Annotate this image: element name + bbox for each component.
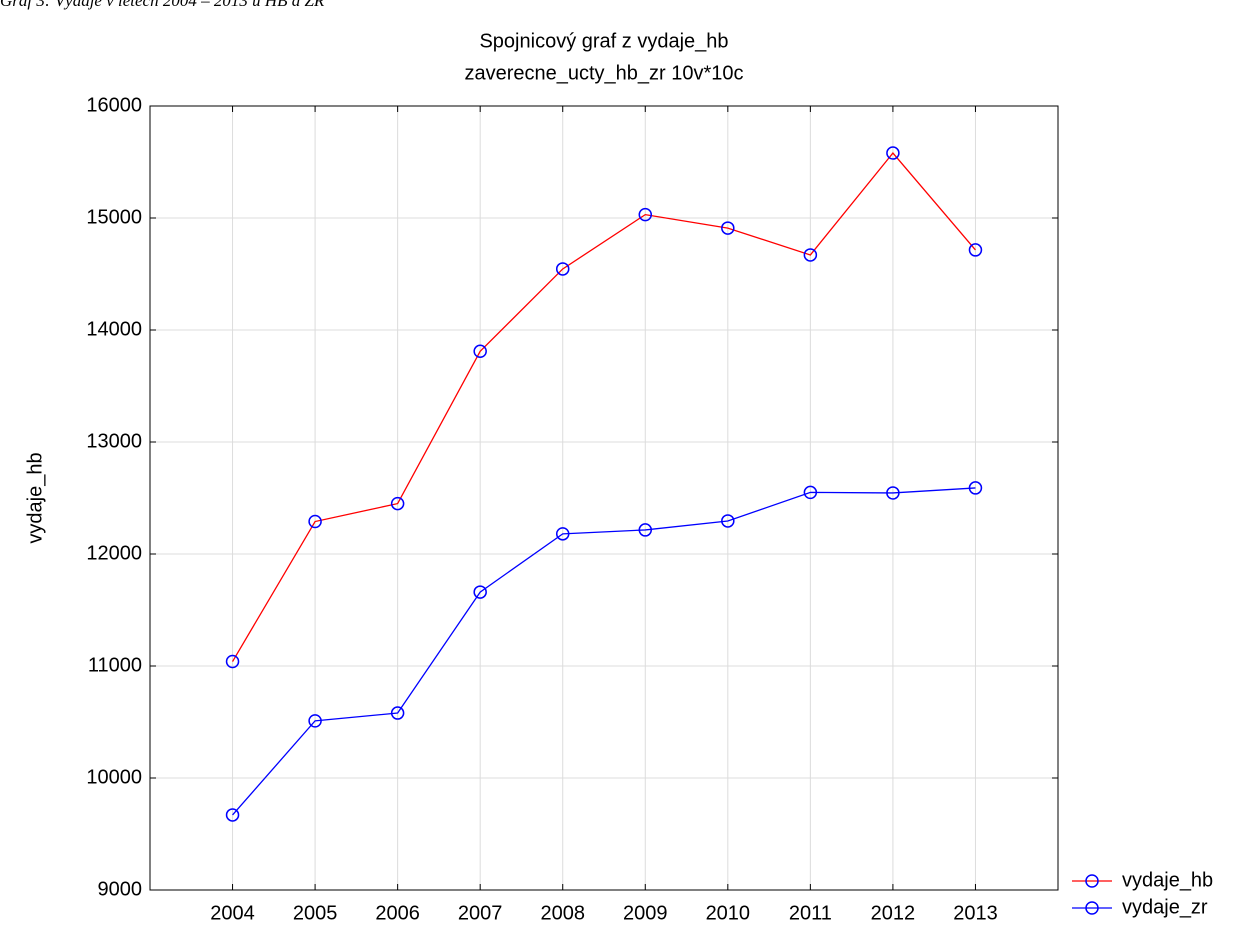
legend-marker	[1085, 901, 1099, 915]
y-tick-label: 11000	[88, 654, 142, 676]
data-point	[968, 481, 983, 495]
legend-label: vydaje_zr	[1122, 896, 1208, 918]
x-tick-label: 2007	[458, 902, 503, 924]
x-tick-label: 2005	[293, 902, 338, 924]
y-tick-label: 13000	[86, 430, 142, 452]
data-point	[886, 486, 900, 500]
chart-title: Spojnicový graf z vydaje_hb	[479, 30, 728, 52]
x-tick-label: 2008	[540, 902, 585, 924]
data-point	[555, 262, 570, 276]
data-point	[555, 527, 570, 541]
y-tick-label: 12000	[86, 542, 142, 564]
data-point	[721, 221, 735, 235]
data-point	[225, 808, 240, 822]
x-tick-label: 2013	[953, 902, 998, 924]
data-point	[721, 514, 735, 528]
y-tick-label: 9000	[98, 878, 143, 900]
data-point	[390, 496, 405, 511]
y-axis-label: vydaje_hb	[24, 452, 46, 543]
data-point	[638, 207, 653, 222]
y-tick-label: 16000	[86, 94, 142, 116]
data-point	[886, 146, 900, 160]
data-point	[390, 706, 405, 720]
series-line	[232, 487, 976, 816]
x-tick-label: 2006	[375, 902, 420, 924]
data-point	[803, 248, 818, 262]
x-tick-label: 2009	[623, 902, 668, 924]
x-tick-label: 2004	[210, 902, 255, 924]
data-point	[308, 714, 322, 728]
y-tick-label: 10000	[86, 766, 142, 788]
data-point	[473, 585, 487, 599]
caption: Graf 3: Výdaje v letech 2004 – 2013 u HB…	[0, 0, 325, 10]
data-point	[638, 523, 653, 537]
legend-label: vydaje_hb	[1122, 869, 1213, 891]
x-tick-label: 2011	[789, 902, 832, 924]
y-tick-label: 14000	[86, 318, 142, 340]
y-tick-label: 15000	[86, 206, 142, 228]
data-point	[225, 654, 240, 669]
chart-subtitle: zaverecne_ucty_hb_zr 10v*10c	[464, 62, 743, 84]
x-tick-label: 2012	[871, 902, 916, 924]
series-line	[231, 152, 976, 662]
x-tick-label: 2010	[706, 902, 751, 924]
legend-marker	[1085, 874, 1099, 888]
plot-frame	[149, 105, 1059, 891]
data-point	[308, 514, 322, 529]
data-point	[968, 243, 983, 257]
data-point	[803, 485, 818, 500]
data-point	[473, 344, 487, 359]
